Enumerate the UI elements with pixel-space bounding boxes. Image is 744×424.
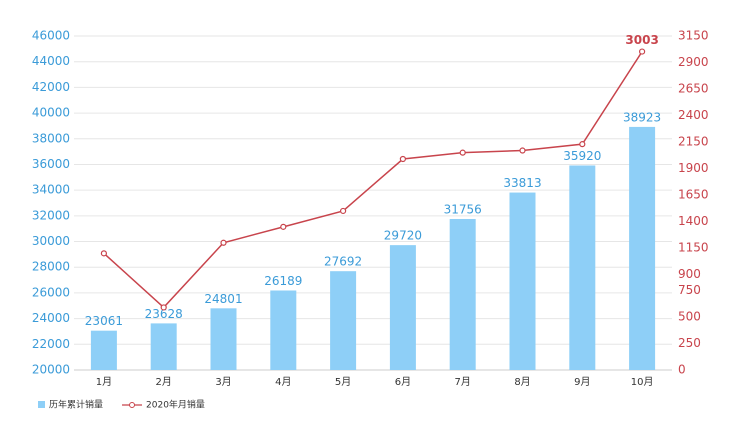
x-tick-label: 10月 xyxy=(631,376,654,388)
bar xyxy=(629,126,656,370)
bar-value-label: 26189 xyxy=(264,274,302,288)
x-tick-label: 5月 xyxy=(335,376,351,388)
y2-tick-label: 0 xyxy=(678,363,686,377)
bar xyxy=(210,308,237,370)
bar-value-label: 23628 xyxy=(145,307,183,321)
y-tick-label: 36000 xyxy=(32,157,70,171)
y-tick-label: 28000 xyxy=(32,260,70,274)
line-point xyxy=(340,207,347,215)
bar-value-label: 23061 xyxy=(85,314,123,328)
y2-tick-label: 750 xyxy=(678,283,701,297)
y-tick-label: 40000 xyxy=(32,106,70,120)
bar xyxy=(150,323,177,370)
bar xyxy=(569,165,596,370)
bar xyxy=(330,271,357,370)
y-tick-label: 34000 xyxy=(32,183,70,197)
y2-tick-label: 2900 xyxy=(678,55,709,69)
y-tick-label: 24000 xyxy=(32,311,70,325)
line-point xyxy=(638,48,646,55)
y-tick-label: 32000 xyxy=(32,208,70,222)
y2-tick-label: 1400 xyxy=(678,214,709,228)
y2-tick-label: 900 xyxy=(678,267,701,281)
x-tick-label: 7月 xyxy=(455,376,471,388)
y-tick-label: 38000 xyxy=(32,131,70,145)
y-tick-label: 46000 xyxy=(32,29,70,43)
y2-tick-label: 2150 xyxy=(678,135,709,149)
line-point xyxy=(280,223,287,230)
legend-label: 历年累计销量 xyxy=(49,399,103,411)
y2-tick-label: 250 xyxy=(678,336,701,350)
y2-tick-label: 1650 xyxy=(678,188,709,202)
y-tick-label: 42000 xyxy=(32,80,70,94)
legend-swatch xyxy=(38,401,45,408)
line-point xyxy=(579,141,586,148)
line-point xyxy=(100,250,108,257)
x-tick-label: 1月 xyxy=(96,376,112,388)
line-point xyxy=(160,304,167,311)
line-point xyxy=(220,239,227,246)
bar-value-label: 35920 xyxy=(563,149,601,163)
y-tick-label: 26000 xyxy=(32,285,70,299)
y-tick-label: 44000 xyxy=(32,54,70,68)
x-tick-label: 6月 xyxy=(395,376,411,388)
line-point xyxy=(459,149,466,156)
legend-swatch xyxy=(129,402,136,408)
line-point xyxy=(519,147,526,154)
y2-tick-label: 1150 xyxy=(678,241,709,255)
line xyxy=(103,51,643,309)
bar-value-label: 38923 xyxy=(623,110,661,124)
x-tick-label: 2月 xyxy=(156,376,172,388)
bar xyxy=(270,290,297,370)
x-tick-label: 3月 xyxy=(215,376,231,388)
y2-tick-label: 1900 xyxy=(678,161,709,175)
y2-tick-label: 2400 xyxy=(678,108,709,122)
bar-value-label: 24801 xyxy=(204,292,242,306)
y-tick-label: 30000 xyxy=(32,234,70,248)
y2-tick-label: 500 xyxy=(678,309,701,323)
bar xyxy=(389,245,416,370)
x-tick-label: 4月 xyxy=(275,376,291,388)
bar-value-label: 31756 xyxy=(444,202,482,216)
x-tick-label: 9月 xyxy=(574,376,590,388)
bar xyxy=(509,192,536,370)
bar-value-label: 27692 xyxy=(324,255,362,269)
bar xyxy=(90,330,117,370)
bar-value-label: 33813 xyxy=(503,176,541,190)
line-point xyxy=(399,155,406,163)
y-tick-label: 22000 xyxy=(32,337,70,351)
y2-tick-label: 2650 xyxy=(678,82,709,96)
y2-tick-label: 3150 xyxy=(678,29,709,43)
y-tick-label: 20000 xyxy=(32,363,70,377)
x-tick-label: 8月 xyxy=(514,376,530,388)
bar xyxy=(449,218,476,370)
legend-label: 2020年月销量 xyxy=(146,399,205,411)
line-value-label: 3003 xyxy=(625,33,658,47)
bar-value-label: 29720 xyxy=(384,229,422,243)
